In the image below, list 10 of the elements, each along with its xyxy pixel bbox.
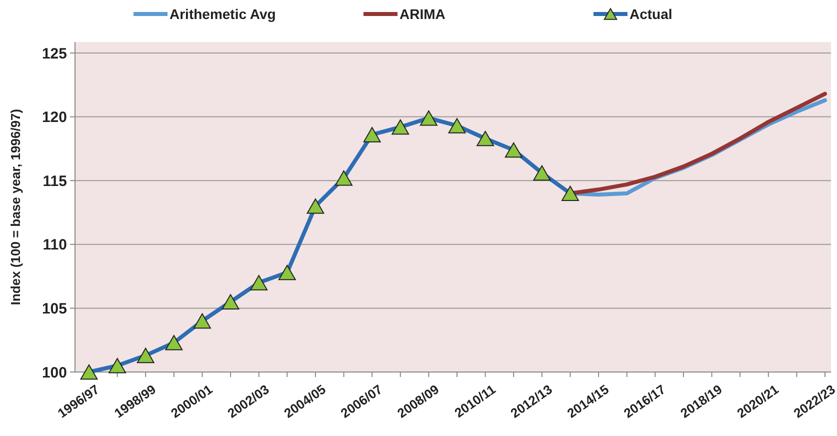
y-axis-title: Index (100 = base year, 1996/97) — [8, 108, 23, 306]
legend-label: ARIMA — [400, 6, 446, 22]
legend-label: Arithemetic Avg — [170, 6, 276, 22]
y-tick-label: 115 — [42, 172, 67, 190]
y-tick-label: 110 — [42, 236, 67, 254]
y-tick-label: 120 — [42, 109, 67, 126]
y-tick-label: 125 — [42, 45, 67, 62]
legend-label: Actual — [630, 6, 672, 22]
y-tick-label: 100 — [42, 364, 67, 382]
y-tick-label: 105 — [42, 300, 67, 318]
